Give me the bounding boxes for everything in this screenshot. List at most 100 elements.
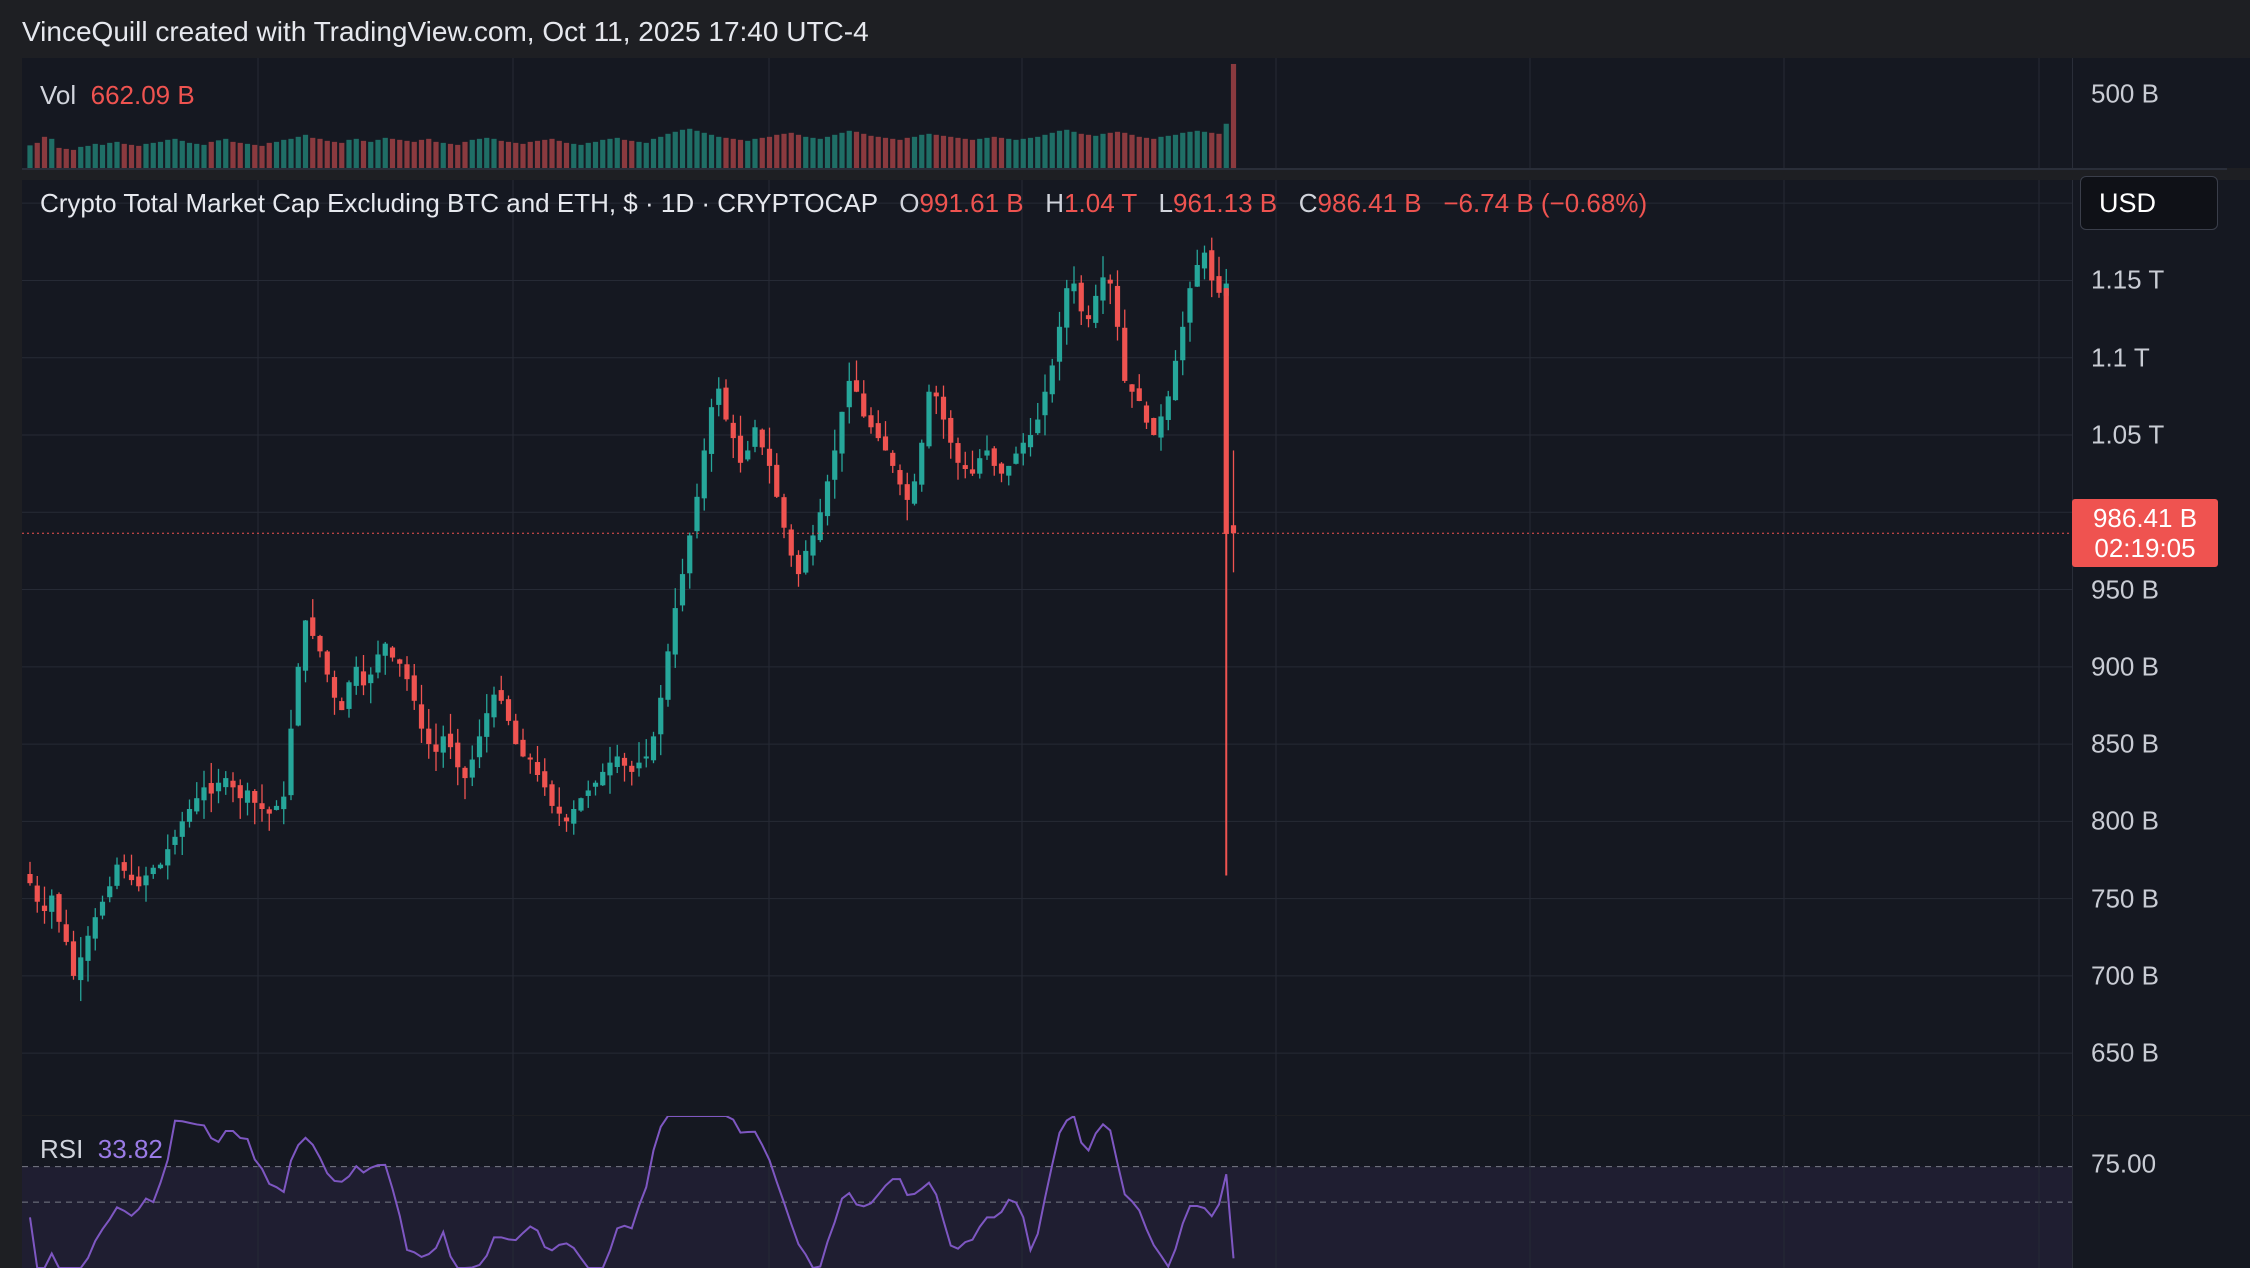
volume-bar xyxy=(723,137,729,168)
volume-bar xyxy=(1143,137,1150,168)
candle-body xyxy=(520,739,526,757)
candle-body xyxy=(63,924,69,942)
candle-body xyxy=(781,497,787,528)
volume-bar xyxy=(1013,139,1019,168)
candle-body xyxy=(339,701,345,711)
volume-bar xyxy=(1230,63,1237,168)
candle-body xyxy=(1172,360,1179,401)
volume-pane[interactable]: Vol 662.09 B xyxy=(22,58,2072,168)
volume-bar xyxy=(411,141,417,168)
volume-bar xyxy=(962,138,968,168)
candle-body xyxy=(969,469,976,474)
candle-body xyxy=(150,867,156,875)
volume-bar xyxy=(1158,136,1164,168)
open-value: 991.61 B xyxy=(919,188,1024,218)
candle-body xyxy=(99,901,106,916)
candle-body xyxy=(1100,277,1106,301)
candle-body xyxy=(1187,288,1193,323)
volume-bar xyxy=(273,141,280,168)
volume-bar xyxy=(737,139,744,168)
candle-body xyxy=(846,380,852,408)
volume-bar xyxy=(629,140,635,168)
candle-body xyxy=(223,778,229,788)
candle-body xyxy=(56,894,62,922)
candle-body xyxy=(1013,453,1019,464)
volume-bar xyxy=(1136,136,1142,168)
volume-bar xyxy=(223,138,229,168)
candle-body xyxy=(157,864,164,869)
last-price-tag: 986.41 B 02:19:05 xyxy=(2072,499,2218,568)
candle-body xyxy=(1129,384,1135,392)
candle-body xyxy=(266,809,272,814)
volume-bar xyxy=(27,145,33,168)
price-pane[interactable]: Crypto Total Market Cap Excluding BTC an… xyxy=(22,180,2072,1115)
candle-body xyxy=(172,836,178,845)
candle-body xyxy=(621,757,628,766)
candle-body xyxy=(933,392,939,397)
currency-button[interactable]: USD xyxy=(2080,176,2218,230)
candle-body xyxy=(179,821,185,837)
candle-body xyxy=(984,450,990,456)
price-chart xyxy=(22,180,2072,1115)
volume-bar xyxy=(911,136,918,168)
volume-bar xyxy=(853,131,860,168)
volume-bar xyxy=(890,138,896,168)
candle-body xyxy=(904,484,910,500)
candle-body xyxy=(1064,288,1070,328)
candle-body xyxy=(273,805,280,810)
candle-body xyxy=(1071,283,1077,292)
volume-value: 662.09 B xyxy=(90,80,195,110)
volume-bar xyxy=(534,140,541,168)
candle-body xyxy=(397,659,403,664)
candle-body xyxy=(121,862,127,871)
volume-bar xyxy=(128,144,135,168)
volume-bar xyxy=(143,143,149,168)
candle-body xyxy=(389,647,396,658)
rsi-line xyxy=(29,1116,1235,1268)
candle-body xyxy=(911,481,918,504)
volume-bar xyxy=(991,136,997,168)
volume-bar xyxy=(186,142,193,168)
candle-body xyxy=(716,388,722,405)
candle-body xyxy=(708,407,715,454)
volume-bar xyxy=(759,137,765,168)
volume-bar xyxy=(788,132,794,168)
candle-body xyxy=(629,765,635,772)
volume-bar xyxy=(215,140,222,168)
volume-bar xyxy=(643,142,649,168)
volume-bar xyxy=(339,142,345,168)
volume-bar xyxy=(984,137,990,168)
candle-body xyxy=(346,682,352,709)
rsi-axis[interactable]: 75.00 xyxy=(2072,1116,2250,1268)
rsi-pane[interactable]: RSI 33.82 xyxy=(22,1116,2072,1268)
volume-axis[interactable]: 500 B xyxy=(2072,58,2250,168)
rsi-label: RSI xyxy=(40,1134,84,1164)
pane-separator[interactable] xyxy=(22,168,2227,170)
volume-bar xyxy=(70,149,77,168)
volume-bar xyxy=(346,139,352,168)
candle-body xyxy=(1151,418,1157,435)
candle-body xyxy=(1201,252,1208,269)
volume-bar xyxy=(1223,123,1229,168)
volume-bar xyxy=(324,140,330,168)
candle-body xyxy=(368,674,374,684)
price-axis-tick: 650 B xyxy=(2091,1037,2159,1068)
change-value: −6.74 B (−0.68%) xyxy=(1443,188,1648,218)
volume-bar xyxy=(563,142,570,168)
candle-body xyxy=(803,550,809,573)
volume-bar xyxy=(745,140,751,168)
volume-bar xyxy=(882,137,889,168)
price-axis-tick: 850 B xyxy=(2091,728,2159,759)
candle-body xyxy=(737,435,744,463)
volume-bar xyxy=(230,141,236,168)
candle-body xyxy=(745,450,751,460)
candle-body xyxy=(252,791,258,803)
volume-bar xyxy=(774,134,780,168)
volume-bar xyxy=(63,148,69,168)
candle-body xyxy=(658,697,664,735)
candle-body xyxy=(694,496,700,532)
candle-body xyxy=(426,728,432,745)
candle-body xyxy=(991,448,997,466)
candle-body xyxy=(78,957,84,981)
